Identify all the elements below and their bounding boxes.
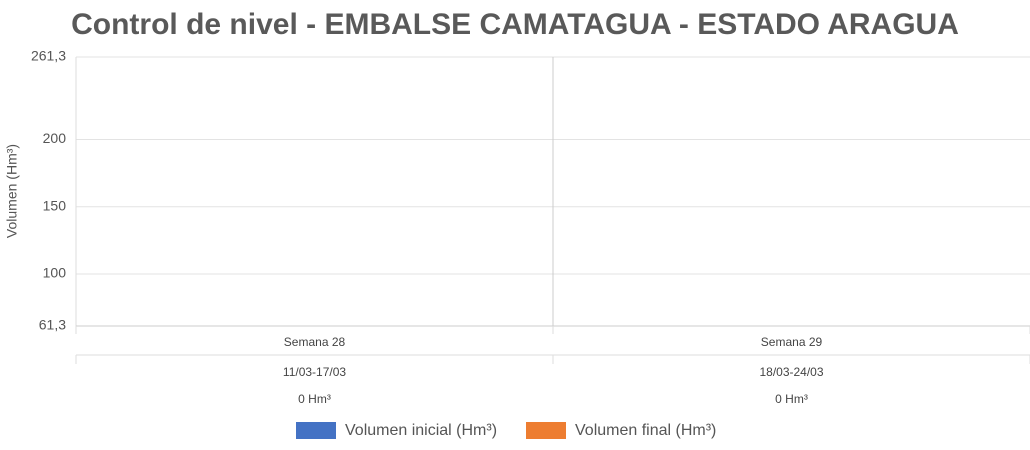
x-note-label: 0 Hm³ — [775, 392, 808, 406]
x-period-label: 18/03-24/03 — [759, 365, 823, 379]
y-axis-label: Volumen (Hm³) — [4, 144, 20, 238]
y-tick-label: 261,3 — [31, 48, 66, 64]
x-tick-label: Semana 29 — [761, 335, 823, 349]
legend-swatch — [296, 422, 336, 439]
y-tick-label: 150 — [43, 197, 67, 213]
y-tick-label: 200 — [43, 130, 67, 146]
x-tick-label: Semana 28 — [284, 335, 346, 349]
chart-title: Control de nivel - EMBALSE CAMATAGUA - E… — [71, 8, 959, 41]
x-note-label: 0 Hm³ — [298, 392, 331, 406]
x-period-label: 11/03-17/03 — [283, 365, 346, 379]
legend-swatch — [526, 422, 566, 439]
legend-label: Volumen inicial (Hm³) — [345, 422, 497, 439]
y-tick-label: 61,3 — [39, 317, 66, 333]
legend-label: Volumen final (Hm³) — [575, 422, 716, 439]
y-tick-label: 100 — [43, 265, 67, 281]
